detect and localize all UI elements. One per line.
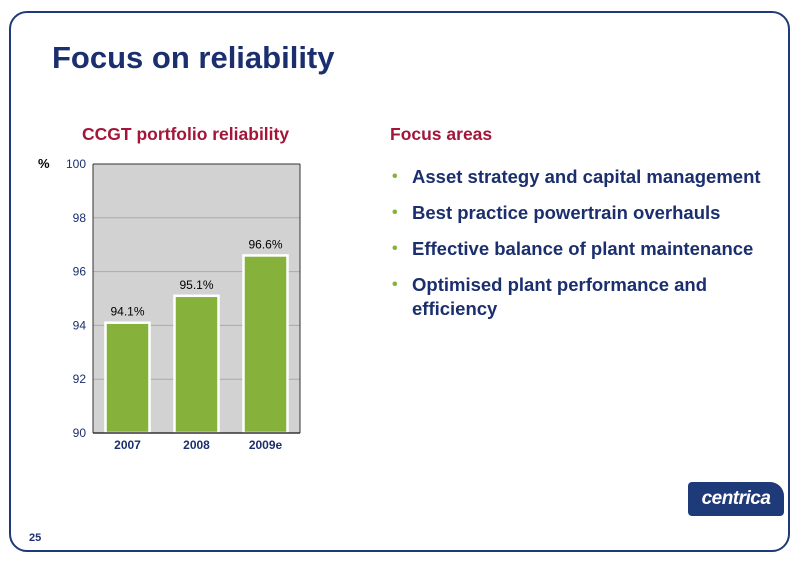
- bullet-icon: •: [392, 204, 398, 221]
- list-item: • Optimised plant performance and effici…: [390, 273, 770, 321]
- focus-areas-heading: Focus areas: [390, 124, 493, 144]
- focus-item-text: Effective balance of plant maintenance: [412, 238, 754, 259]
- bar: [242, 254, 289, 435]
- page-number: 25: [29, 532, 42, 544]
- data-label: 95.1%: [179, 278, 213, 292]
- y-tick-label: 100: [66, 157, 86, 171]
- slide-frame: [9, 11, 790, 552]
- focus-item-text: Best practice powertrain overhauls: [412, 202, 721, 223]
- list-item: • Asset strategy and capital management: [390, 165, 770, 189]
- focus-item-text: Optimised plant performance and efficien…: [412, 274, 708, 319]
- bar: [173, 294, 220, 435]
- y-tick-label: 92: [73, 372, 87, 386]
- bullet-icon: •: [392, 276, 398, 293]
- bullet-icon: •: [392, 240, 398, 257]
- slide-title: Focus on reliability: [52, 40, 335, 75]
- x-tick-label: 2007: [114, 438, 141, 452]
- bar: [104, 321, 151, 435]
- y-tick-label: 96: [73, 265, 87, 279]
- focus-item-text: Asset strategy and capital management: [412, 166, 761, 187]
- list-item: • Best practice powertrain overhauls: [390, 201, 770, 225]
- x-tick-label: 2008: [183, 438, 210, 452]
- data-label: 96.6%: [248, 237, 282, 251]
- y-tick-label: 94: [73, 318, 87, 332]
- x-tick-label: 2009e: [249, 438, 283, 452]
- logo-text: centrica: [701, 488, 771, 509]
- list-item: • Effective balance of plant maintenance: [390, 237, 770, 261]
- y-axis-unit-label: %: [38, 156, 50, 171]
- data-label: 94.1%: [110, 305, 144, 319]
- chart-title: CCGT portfolio reliability: [82, 124, 290, 144]
- centrica-logo: centrica: [688, 482, 784, 516]
- y-tick-label: 90: [73, 426, 87, 440]
- focus-areas-list: • Asset strategy and capital management …: [390, 165, 770, 333]
- bullet-icon: •: [392, 168, 398, 185]
- y-tick-label: 98: [73, 211, 87, 225]
